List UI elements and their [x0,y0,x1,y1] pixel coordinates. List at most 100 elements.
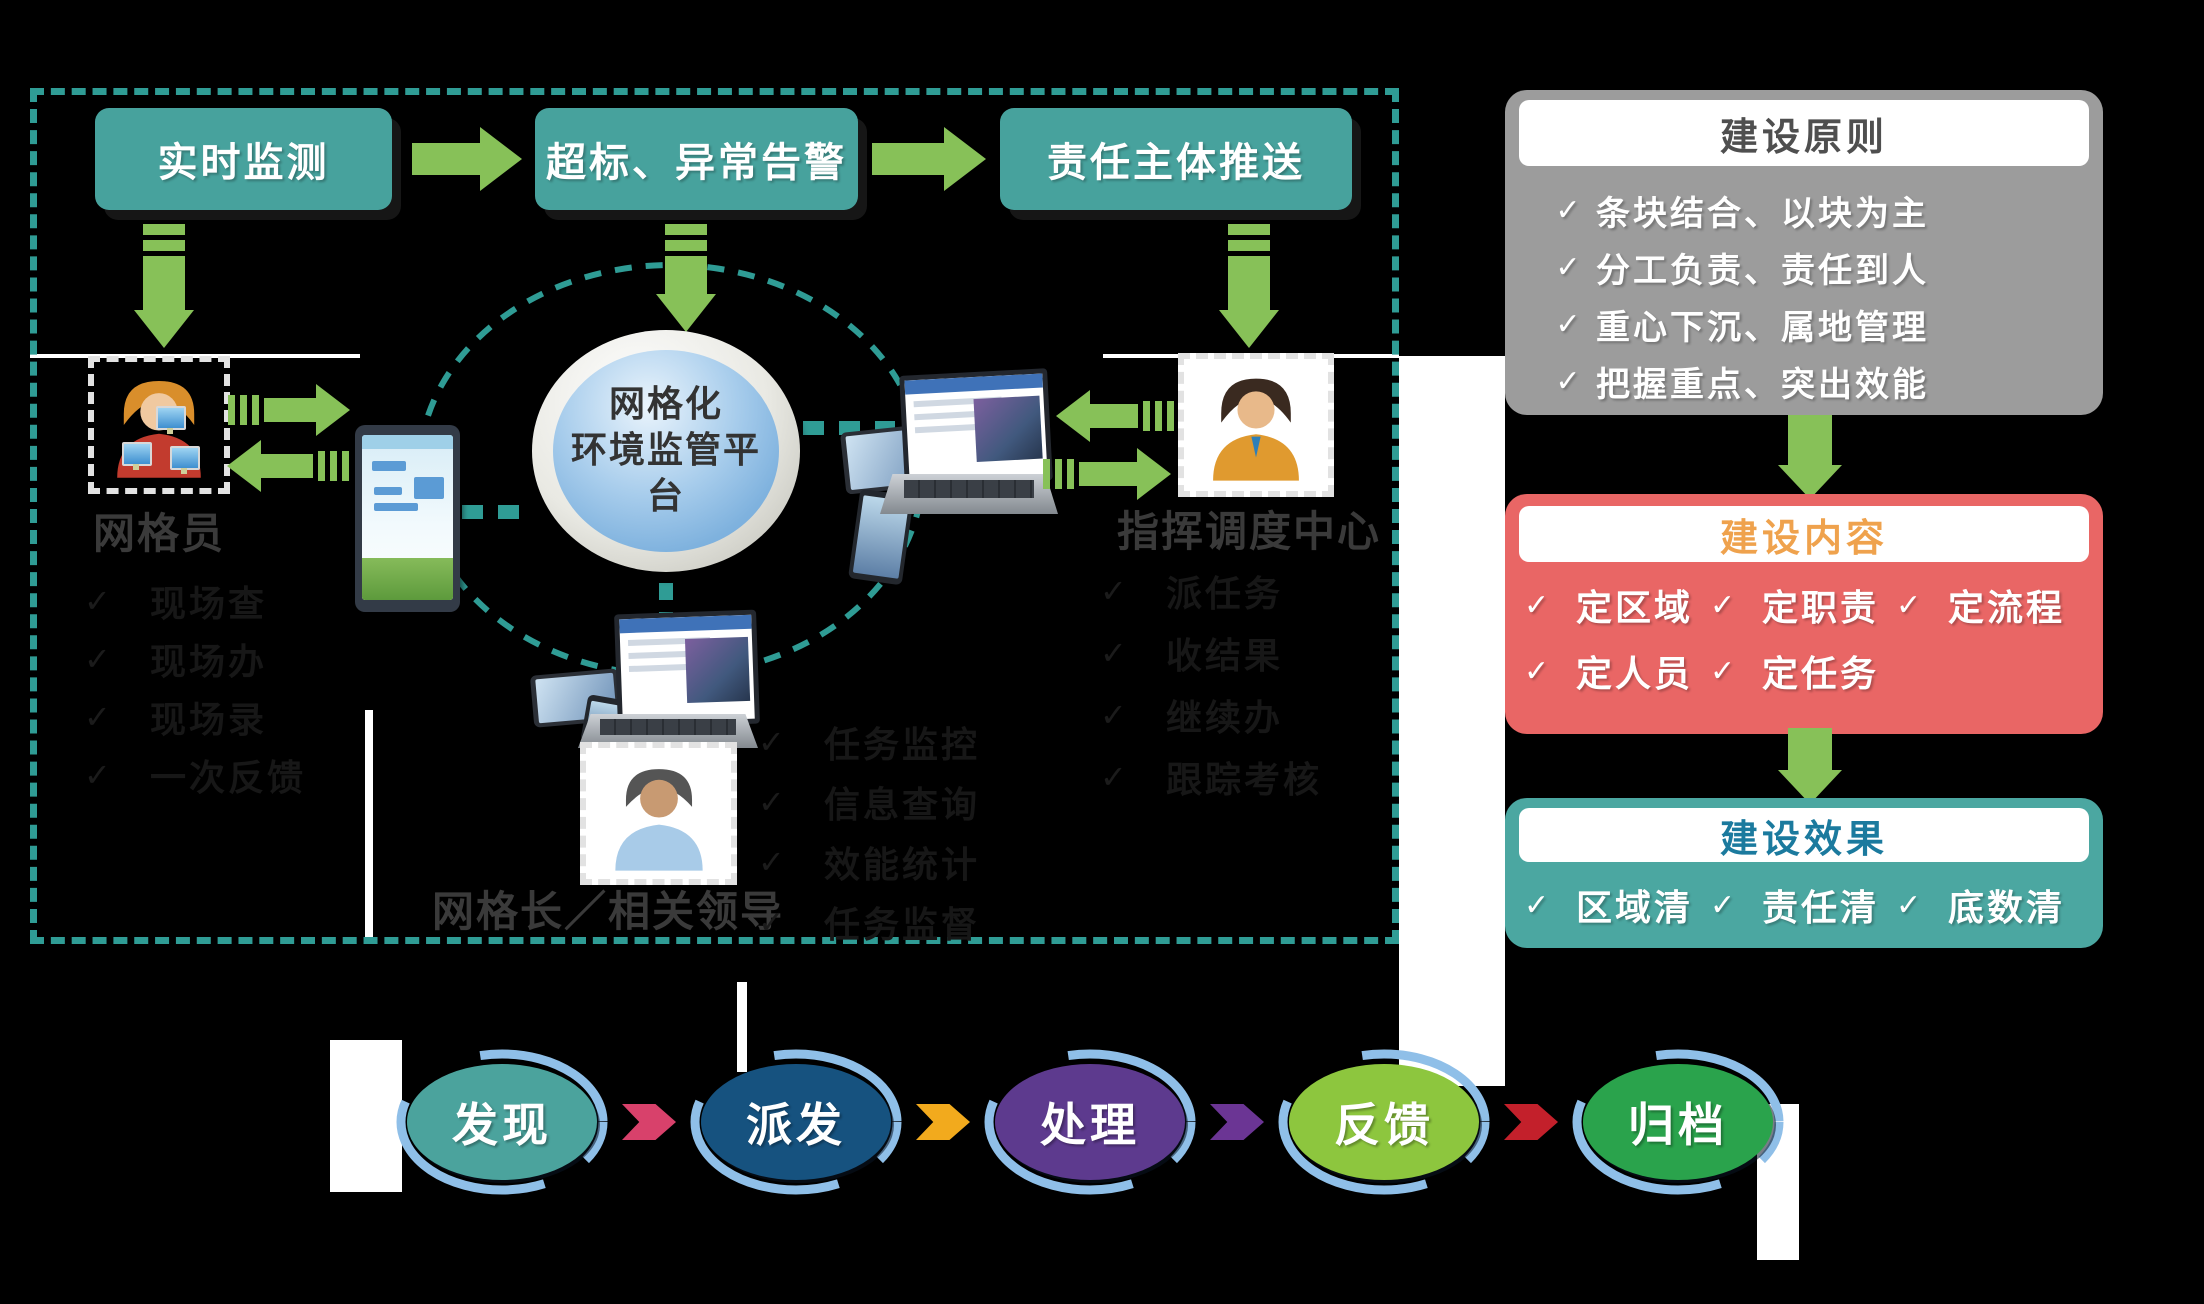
monitor-icon [170,446,200,474]
process-step: 归档 [1572,1049,1784,1195]
platform-circle: 网格化 环境监管平 台 [532,330,800,572]
grid-leader-tasks: ✓ 任务监控 ✓ 信息查询 ✓ 效能统计 ✓ 任务监督 [758,712,980,952]
check-icon: ✓ [1710,653,1736,689]
task-row: ✓ 收结果 [1100,622,1322,684]
check-icon: ✓ [758,843,785,881]
content-label: 定任务 [1762,654,1880,695]
task-label: 现场办 [150,642,268,683]
check-icon: ✓ [1100,634,1127,672]
effects-title: 建设效果 [1519,808,2089,862]
content-label: 定职责 [1762,588,1880,629]
process-chevrons [622,1104,1558,1140]
white-fragment [737,982,747,1072]
monitoring-panel-border [30,88,1399,944]
task-row: ✓ 派任务 [1100,560,1322,622]
step-arc-icon [984,1049,1196,1195]
check-icon: ✓ [1555,193,1581,228]
effect-row: ✓ 底数清 [1896,872,2082,938]
principle-label: 分工负责、责任到人 [1596,251,1929,291]
check-icon: ✓ [1710,587,1736,623]
step-oval: 发现 [407,1064,597,1180]
principles-list: ✓ 条块结合、以块为主 ✓ 分工负责、责任到人 ✓ 重心下沉、属地管理 ✓ 把握… [1540,182,1929,410]
arrow-right-icon [223,384,350,436]
principle-row: ✓ 条块结合、以块为主 [1540,182,1929,239]
step-label: 处理 [1040,1098,1140,1152]
task-label: 现场录 [150,700,268,741]
check-icon: ✓ [1555,250,1581,285]
check-icon: ✓ [84,640,111,678]
box-responsibility-push: 责任主体推送 [1000,108,1352,210]
content-row: ✓ 定区域 [1524,572,1710,638]
principle-label: 把握重点、突出效能 [1596,365,1929,405]
box-realtime-monitoring: 实时监测 [95,108,392,210]
arrow-down-icon [134,224,194,348]
step-label: 派发 [746,1098,846,1152]
task-row: ✓ 任务监督 [758,892,980,952]
step-oval: 反馈 [1289,1064,1479,1180]
content-label: 定区域 [1576,588,1694,629]
step-label: 反馈 [1334,1098,1434,1152]
monitor-icon [122,442,152,470]
task-label: 任务监控 [824,725,981,766]
task-row: ✓ 信息查询 [758,772,980,832]
contents-title: 建设内容 [1519,506,2089,562]
process-steps: 发现 派发 处理 反馈 归档 [396,1049,1784,1195]
laptop-screen-icon [899,368,1053,488]
check-icon: ✓ [84,756,111,794]
task-row: ✓ 继续办 [1100,684,1322,746]
dispatch-center-tasks: ✓ 派任务 ✓ 收结果 ✓ 继续办 ✓ 跟踪考核 [1100,560,1322,808]
grid-leader-label: 网格长／相关领导 [432,887,785,936]
arrow-left-icon [1056,390,1179,442]
title-text: 建设效果 [1719,816,1888,861]
arrow-down-icon [1778,415,1842,499]
task-label: 一次反馈 [150,758,307,799]
task-row: ✓ 一次反馈 [84,746,306,804]
grid-leader-avatar [580,742,737,885]
effect-row: ✓ 区域清 [1524,872,1710,938]
contents-list: ✓ 定区域 ✓ 定职责 ✓ 定流程 ✓ 定人员 ✓ 定任务 [1524,572,2090,704]
check-icon: ✓ [1524,653,1550,689]
task-row: ✓ 现场办 [84,630,306,688]
check-icon: ✓ [1555,307,1581,342]
step-oval: 处理 [995,1064,1185,1180]
check-icon: ✓ [1100,758,1127,796]
white-fragment [1399,356,1505,1086]
principle-row: ✓ 重心下沉、属地管理 [1540,296,1929,353]
process-step: 派发 [690,1049,902,1195]
effect-label: 底数清 [1948,888,2066,929]
grid-worker-tasks: ✓ 现场查 ✓ 现场办 ✓ 现场录 ✓ 一次反馈 [84,572,306,804]
check-icon: ✓ [1896,587,1922,623]
laptop-base-icon [880,474,1058,514]
process-step: 发现 [396,1049,608,1195]
dispatch-center-avatar [1178,353,1334,497]
task-label: 任务监督 [824,905,981,946]
step-oval: 归档 [1583,1064,1773,1180]
contents-box: 建设内容 [1505,494,2103,734]
effect-row: ✓ 责任清 [1710,872,1896,938]
box-label: 实时监测 [157,140,330,186]
check-icon: ✓ [1100,572,1127,610]
grid-worker-label: 网格员 [93,509,226,558]
step-arc-icon [1572,1049,1784,1195]
chevron-right-icon [916,1104,970,1140]
check-icon: ✓ [1555,364,1581,399]
monitor-icon [156,406,186,434]
check-icon: ✓ [758,783,785,821]
check-icon: ✓ [1100,696,1127,734]
arrow-down-icon [1778,728,1842,804]
title-text: 建设内容 [1719,515,1888,560]
arrow-right-icon [872,127,986,191]
platform-title-line2: 环境监管平 [570,430,761,471]
smartphone-icon [355,425,460,612]
content-label: 定流程 [1948,588,2066,629]
task-row: ✓ 跟踪考核 [1100,746,1322,808]
arrow-down-icon [656,224,716,332]
title-text: 建设原则 [1719,114,1888,159]
platform-title-line3: 台 [646,476,685,517]
platform-title-line1: 网格化 [608,384,723,425]
arrow-left-icon [227,440,354,492]
box-alarm: 超标、异常告警 [535,108,858,210]
check-icon: ✓ [1524,587,1550,623]
person-icon [1213,378,1299,481]
